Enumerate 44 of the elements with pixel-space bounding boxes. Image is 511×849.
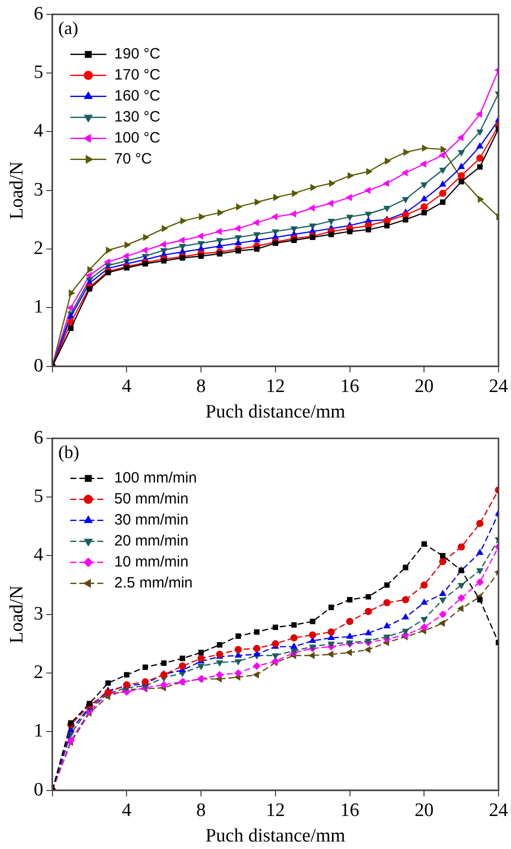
x-tick-label: 24 <box>489 800 508 821</box>
y-tick-label: 3 <box>34 179 44 200</box>
x-tick-label: 16 <box>340 800 360 821</box>
legend-label: 160 °C <box>114 88 160 105</box>
x-tick-label: 4 <box>122 376 132 397</box>
x-tick-label: 12 <box>266 376 285 397</box>
y-tick-label: 2 <box>34 662 44 684</box>
legend-label: 10 mm/min <box>114 554 188 571</box>
x-axis-title: Puch distance/mm <box>205 826 346 847</box>
y-tick-label: 2 <box>34 238 44 260</box>
chart-title: (a) <box>58 18 78 38</box>
legend-label: 130 °C <box>114 108 160 126</box>
y-tick-label: 0 <box>34 355 44 376</box>
legend-label: 20 mm/min <box>114 532 188 550</box>
y-tick-label: 0 <box>34 779 44 800</box>
x-tick-label: 20 <box>414 376 434 397</box>
x-tick-label: 16 <box>340 376 360 397</box>
x-tick-label: 24 <box>489 376 508 397</box>
chart-title: (b) <box>58 442 80 462</box>
legend-label: 30 mm/min <box>114 512 188 529</box>
x-axis-title: Puch distance/mm <box>205 402 346 423</box>
x-tick-label: 8 <box>196 376 206 397</box>
legend-label: 190 °C <box>114 46 160 63</box>
x-tick-label: 8 <box>196 800 206 821</box>
y-tick-label: 4 <box>34 544 44 566</box>
y-tick-label: 1 <box>34 296 44 318</box>
y-tick-label: 6 <box>34 3 44 24</box>
legend-label: 170 °C <box>114 66 160 84</box>
legend-label: 70 °C <box>114 150 152 168</box>
legend-label: 50 mm/min <box>114 490 188 508</box>
y-tick-label: 5 <box>34 62 44 84</box>
y-tick-label: 1 <box>34 720 44 742</box>
y-tick-label: 4 <box>34 120 44 142</box>
x-tick-label: 12 <box>266 800 285 821</box>
y-tick-label: 3 <box>34 603 44 624</box>
x-tick-label: 4 <box>122 800 132 821</box>
y-axis-title: Load/N <box>6 585 28 644</box>
legend-label: 100 mm/min <box>114 470 197 487</box>
y-tick-label: 6 <box>34 427 44 448</box>
legend-label: 2.5 mm/min <box>114 574 193 592</box>
y-axis-title: Load/N <box>6 161 28 220</box>
x-tick-label: 20 <box>414 800 434 821</box>
legend-label: 100 °C <box>114 130 160 147</box>
y-tick-label: 5 <box>34 486 44 508</box>
